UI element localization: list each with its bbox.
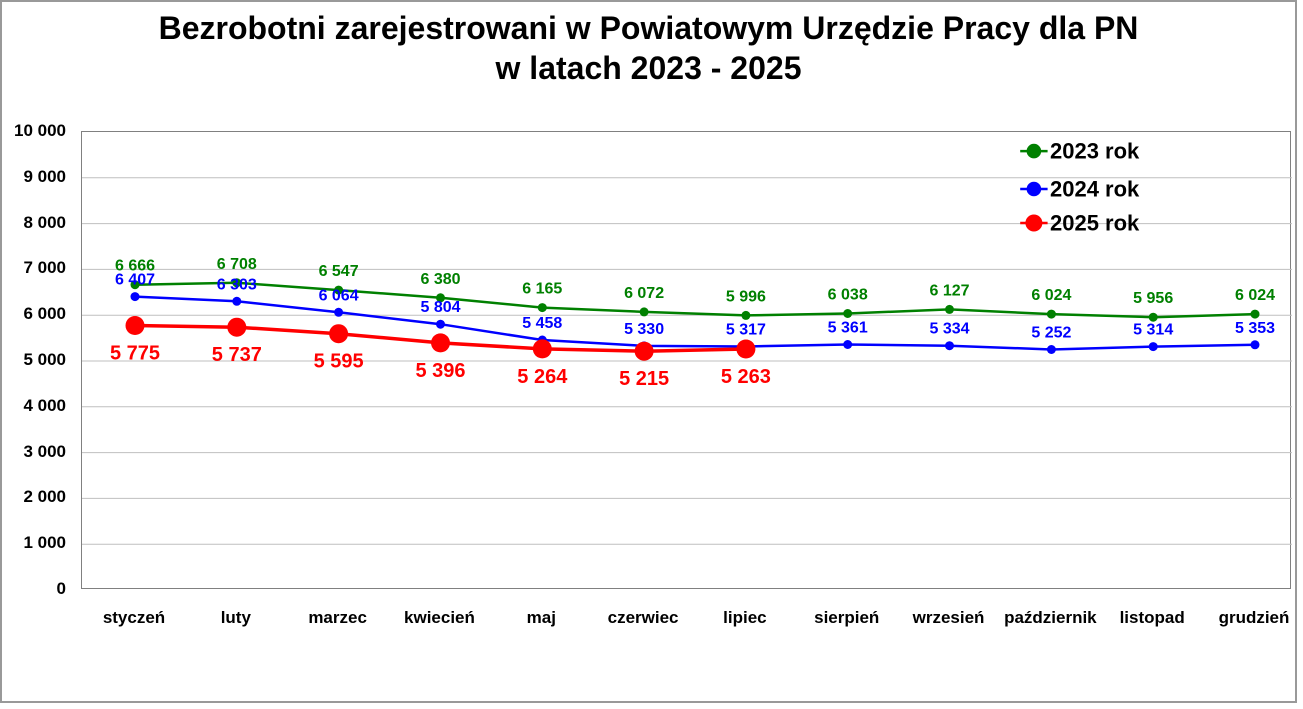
svg-text:5 996: 5 996: [726, 288, 766, 305]
svg-text:5 264: 5 264: [517, 366, 568, 388]
svg-text:5 804: 5 804: [420, 299, 460, 316]
svg-text:2025 rok: 2025 rok: [1050, 211, 1140, 236]
svg-text:5 314: 5 314: [1133, 322, 1173, 339]
svg-text:6 072: 6 072: [624, 285, 664, 302]
svg-text:6 547: 6 547: [319, 263, 359, 280]
svg-text:6 024: 6 024: [1031, 287, 1071, 304]
svg-text:5 396: 5 396: [415, 360, 465, 382]
svg-text:5 252: 5 252: [1031, 325, 1071, 342]
svg-text:5 263: 5 263: [721, 366, 771, 388]
svg-text:6 038: 6 038: [828, 287, 868, 304]
svg-text:5 361: 5 361: [828, 320, 868, 337]
svg-text:6 303: 6 303: [217, 276, 257, 293]
svg-text:2024 rok: 2024 rok: [1050, 177, 1140, 202]
svg-text:6 708: 6 708: [217, 256, 257, 273]
svg-text:5 458: 5 458: [522, 315, 562, 332]
svg-text:6 380: 6 380: [420, 271, 460, 288]
svg-text:5 317: 5 317: [726, 322, 766, 339]
svg-text:5 215: 5 215: [619, 368, 669, 390]
svg-text:5 775: 5 775: [110, 343, 160, 365]
svg-text:5 330: 5 330: [624, 321, 664, 338]
svg-text:6 165: 6 165: [522, 281, 562, 298]
svg-text:6 064: 6 064: [319, 287, 359, 304]
svg-text:2023 rok: 2023 rok: [1050, 139, 1140, 164]
svg-text:5 737: 5 737: [212, 344, 262, 366]
svg-text:5 353: 5 353: [1235, 320, 1275, 337]
svg-text:5 595: 5 595: [314, 351, 364, 373]
svg-text:6 024: 6 024: [1235, 287, 1275, 304]
svg-text:5 334: 5 334: [929, 321, 969, 338]
svg-text:6 127: 6 127: [929, 282, 969, 299]
svg-text:5 956: 5 956: [1133, 290, 1173, 307]
svg-text:6 407: 6 407: [115, 272, 155, 289]
